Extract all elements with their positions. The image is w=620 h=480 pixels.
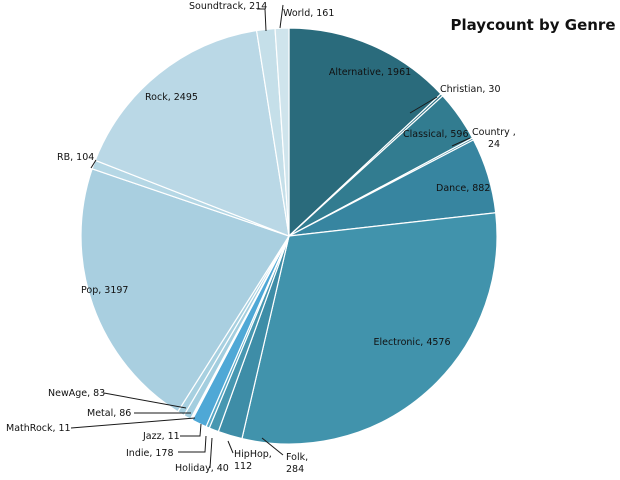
data-label-indie: Indie, 178 — [126, 448, 174, 459]
pie-slice-pop — [80, 168, 290, 413]
data-label-folk: Folk, 284 — [286, 452, 308, 475]
leader-line-mathrock — [70, 417, 196, 429]
leader-line-holiday — [209, 437, 213, 469]
pie-slice-electronic — [241, 212, 498, 445]
leader-line-christian — [409, 96, 438, 114]
pie-slice-alternative — [288, 27, 442, 238]
leader-line-world — [279, 4, 284, 29]
data-label-newage: NewAge, 83 — [48, 388, 105, 399]
data-label-country: Country , 24 — [472, 127, 516, 150]
data-label-alternative: Alternative, 1961 — [329, 67, 411, 78]
pie-slice-rock — [94, 29, 290, 237]
data-label-classical: Classical, 596 — [403, 129, 469, 140]
chart-title: Playcount by Genre — [450, 16, 616, 34]
data-label-christian: Christian, 30 — [440, 84, 500, 95]
leader-line-newage — [103, 392, 187, 409]
leader-line-rb — [90, 159, 97, 169]
data-label-hiphop: HipHop, 112 — [234, 449, 272, 472]
data-label-soundtrack: Soundtrack, 214 — [189, 1, 267, 12]
leader-line-soundtrack — [257, 8, 267, 32]
data-label-rb: RB, 104 — [57, 152, 94, 163]
data-label-dance: Dance, 882 — [436, 183, 490, 194]
data-label-metal: Metal, 86 — [87, 408, 131, 419]
leader-line-country — [451, 137, 471, 147]
leader-line-jazz — [180, 423, 202, 437]
data-label-mathrock: MathRock, 11 — [6, 423, 71, 434]
data-label-holiday: Holiday, 40 — [175, 463, 229, 474]
data-label-world: World, 161 — [283, 8, 334, 19]
data-label-electronic: Electronic, 4576 — [373, 337, 450, 348]
leader-line-hiphop — [227, 440, 234, 454]
leader-line-folk — [261, 437, 284, 456]
data-label-pop: Pop, 3197 — [81, 285, 128, 296]
leader-line-indie — [178, 435, 207, 453]
data-label-jazz: Jazz, 11 — [142, 431, 180, 442]
data-label-rock: Rock, 2495 — [145, 92, 198, 103]
pie-slice-world — [274, 27, 290, 237]
